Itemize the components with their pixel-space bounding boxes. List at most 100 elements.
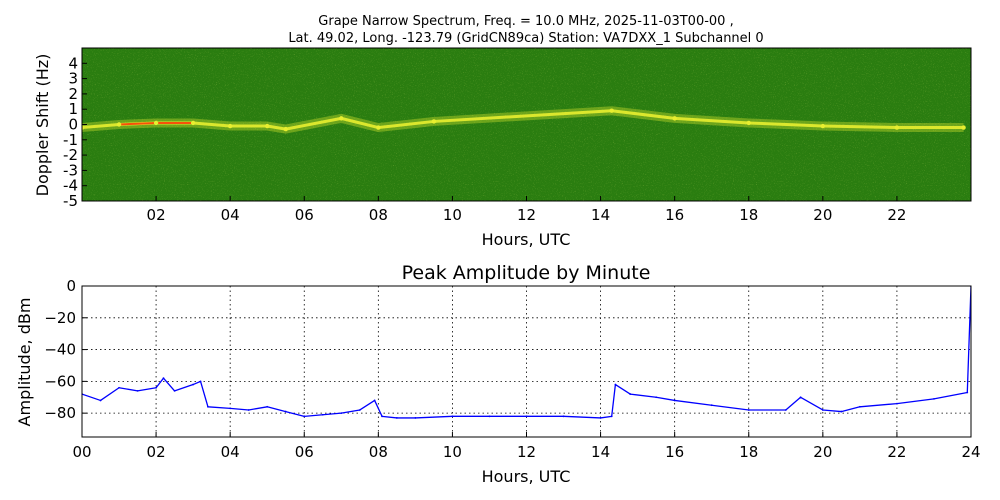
amplitude-point-10 bbox=[229, 407, 232, 410]
amplitude-y-tick-label: −20 bbox=[44, 309, 76, 327]
signal-point-1 bbox=[116, 122, 122, 127]
amplitude-point-34 bbox=[784, 409, 787, 411]
spectrum-x-tick-label: 06 bbox=[295, 206, 314, 224]
amplitude-x-tick-label: 14 bbox=[591, 443, 610, 461]
spectrum-title-line1: Grape Narrow Spectrum, Freq. = 10.0 MHz,… bbox=[318, 14, 733, 29]
amplitude-x-tick-label: 20 bbox=[813, 443, 832, 461]
amplitude-x-tick-label: 00 bbox=[72, 443, 91, 461]
amplitude-point-1 bbox=[99, 399, 102, 402]
signal-point-3 bbox=[190, 120, 196, 126]
signal-point-15 bbox=[961, 125, 966, 130]
signal-point-7 bbox=[339, 116, 344, 121]
amplitude-x-tick-label: 02 bbox=[147, 443, 166, 461]
spectrum-x-tick-label: 04 bbox=[221, 206, 240, 224]
amplitude-point-30 bbox=[655, 396, 658, 399]
spectrum-y-tick-label: 0 bbox=[68, 116, 78, 134]
amplitude-point-19 bbox=[381, 415, 383, 418]
amplitude-x-label: Hours, UTC bbox=[482, 467, 571, 486]
spectrum-x-tick-label: 22 bbox=[887, 206, 906, 224]
amplitude-point-35 bbox=[799, 396, 802, 399]
amplitude-point-22 bbox=[451, 415, 454, 418]
signal-point-2 bbox=[153, 120, 159, 126]
amplitude-y-tick-label: 0 bbox=[66, 277, 76, 295]
spectrum-x-tick-label: 10 bbox=[443, 206, 462, 224]
amplitude-x-tick-label: 16 bbox=[665, 443, 684, 461]
amplitude-y-tick-label: −80 bbox=[44, 404, 76, 422]
signal-point-6 bbox=[283, 126, 288, 132]
signal-point-14 bbox=[894, 125, 900, 130]
amplitude-x-tick-label: 12 bbox=[517, 443, 536, 461]
amplitude-point-28 bbox=[614, 383, 617, 386]
amplitude-point-2 bbox=[118, 386, 120, 389]
amplitude-point-39 bbox=[896, 402, 898, 405]
amplitude-point-5 bbox=[162, 377, 165, 380]
amplitude-x-tick-label: 06 bbox=[295, 443, 314, 461]
spectrum-y-tick-label: -1 bbox=[63, 131, 78, 149]
amplitude-point-38 bbox=[858, 405, 861, 408]
spectrum-x-tick-label: 02 bbox=[147, 206, 166, 224]
signal-point-4 bbox=[227, 123, 233, 129]
amplitude-point-17 bbox=[358, 409, 361, 411]
spectrum-y-tick-label: -4 bbox=[63, 177, 78, 195]
signal-point-10 bbox=[609, 108, 614, 113]
spectrum-x-tick-label: 18 bbox=[739, 206, 758, 224]
amplitude-point-21 bbox=[414, 417, 417, 419]
spectrum-y-tick-label: 1 bbox=[68, 100, 78, 118]
amplitude-series-layer bbox=[82, 286, 971, 419]
amplitude-point-14 bbox=[303, 415, 306, 418]
amplitude-point-23 bbox=[488, 415, 491, 418]
amplitude-point-4 bbox=[155, 386, 157, 389]
spectrum-y-tick-label: 2 bbox=[68, 85, 78, 103]
amplitude-point-9 bbox=[207, 405, 209, 408]
spectrum-y-tick-label: -3 bbox=[63, 161, 78, 179]
amplitude-point-3 bbox=[136, 390, 139, 392]
signal-point-8 bbox=[376, 125, 381, 130]
spectrum-x-tick-label: 16 bbox=[665, 206, 684, 224]
amplitude-point-7 bbox=[192, 383, 195, 386]
amplitude-point-12 bbox=[266, 405, 269, 408]
spectrum-y-tick-label: 4 bbox=[68, 54, 78, 72]
amplitude-x-tick-label: 18 bbox=[739, 443, 758, 461]
amplitude-point-41 bbox=[966, 391, 969, 394]
spectrum-y-tick-label: -2 bbox=[63, 146, 78, 164]
spectrum-y-tick-label: -5 bbox=[63, 192, 78, 210]
amplitude-x-tick-label: 08 bbox=[369, 443, 388, 461]
spectrum-x-tick-label: 08 bbox=[369, 206, 388, 224]
amplitude-point-26 bbox=[599, 417, 602, 419]
amplitude-point-6 bbox=[173, 390, 176, 392]
amplitude-point-37 bbox=[840, 410, 843, 413]
amplitude-y-tick-label: −40 bbox=[44, 341, 76, 359]
signal-point-11 bbox=[672, 116, 677, 121]
amplitude-y-tick-label: −60 bbox=[44, 372, 76, 390]
amplitude-point-31 bbox=[673, 399, 676, 402]
amplitude-point-24 bbox=[525, 415, 528, 418]
amplitude-point-25 bbox=[562, 415, 565, 418]
spectrum-title-line2: Lat. 49.02, Long. -123.79 (GridCN89ca) S… bbox=[288, 31, 763, 46]
amplitude-point-15 bbox=[321, 413, 324, 416]
amplitude-point-29 bbox=[629, 393, 632, 395]
amplitude-point-36 bbox=[821, 409, 824, 411]
spectrum-x-tick-label: 20 bbox=[813, 206, 832, 224]
spectrum-y-label: Doppler Shift (Hz) bbox=[33, 54, 52, 197]
amplitude-title: Peak Amplitude by Minute bbox=[402, 262, 651, 284]
signal-point-9 bbox=[431, 119, 437, 124]
spectrogram-signal-layer bbox=[82, 106, 966, 134]
signal-point-0 bbox=[82, 125, 85, 130]
amplitude-point-11 bbox=[247, 409, 250, 411]
amplitude-point-33 bbox=[747, 409, 750, 411]
spectrum-x-tick-label: 14 bbox=[591, 206, 610, 224]
amplitude-x-tick-label: 22 bbox=[887, 443, 906, 461]
signal-point-5 bbox=[265, 123, 270, 129]
amplitude-point-20 bbox=[395, 417, 398, 419]
amplitude-y-label: Amplitude, dBm bbox=[15, 298, 34, 427]
spectrum-x-ticks: 02 04 06 08 10 12 14 16 18 20 22 bbox=[147, 196, 906, 224]
amplitude-x-tick-label: 10 bbox=[443, 443, 462, 461]
spectrogram-plot bbox=[81, 47, 972, 202]
spectrum-x-label: Hours, UTC bbox=[482, 230, 571, 249]
amplitude-x-tick-label: 24 bbox=[961, 443, 980, 461]
amplitude-point-27 bbox=[610, 415, 613, 418]
amplitude-point-40 bbox=[933, 397, 935, 400]
amplitude-x-ticks: 00 02 04 06 08 10 12 14 16 18 20 22 24 bbox=[72, 432, 981, 461]
